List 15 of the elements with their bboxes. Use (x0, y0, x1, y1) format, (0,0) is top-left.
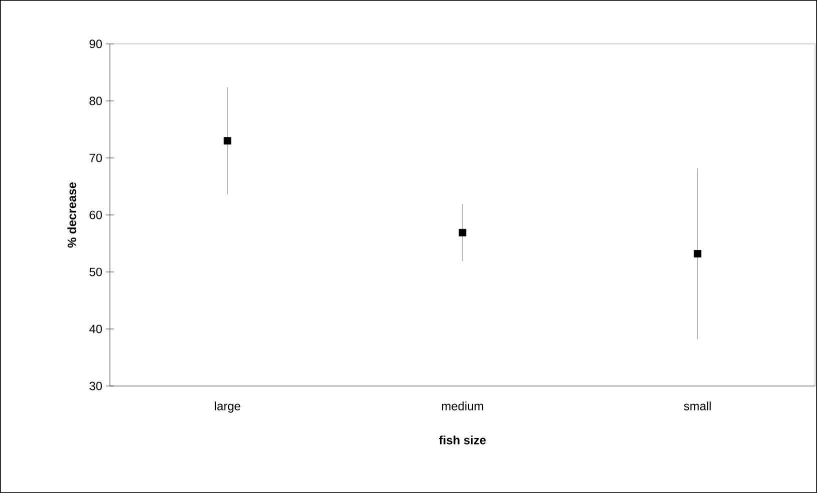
y-tick-label: 80 (90, 96, 102, 106)
y-tick-label: 90 (90, 40, 102, 48)
y-tick-label: 30 (90, 382, 102, 390)
point (224, 137, 232, 145)
y-tick-label: 40 (89, 324, 102, 334)
x-tick-label: medium (442, 402, 484, 410)
y-axis-title: % decrease (67, 182, 76, 248)
y-tick-label: 50 (90, 268, 102, 276)
x-tick-label: small (684, 402, 711, 410)
point (694, 250, 702, 258)
x-tick-label: large (214, 402, 240, 413)
x-axis-title: fish size (439, 436, 486, 444)
y-tick-label: 70 (90, 154, 102, 162)
point (458, 228, 466, 236)
y-tick-label: 60 (90, 210, 102, 220)
